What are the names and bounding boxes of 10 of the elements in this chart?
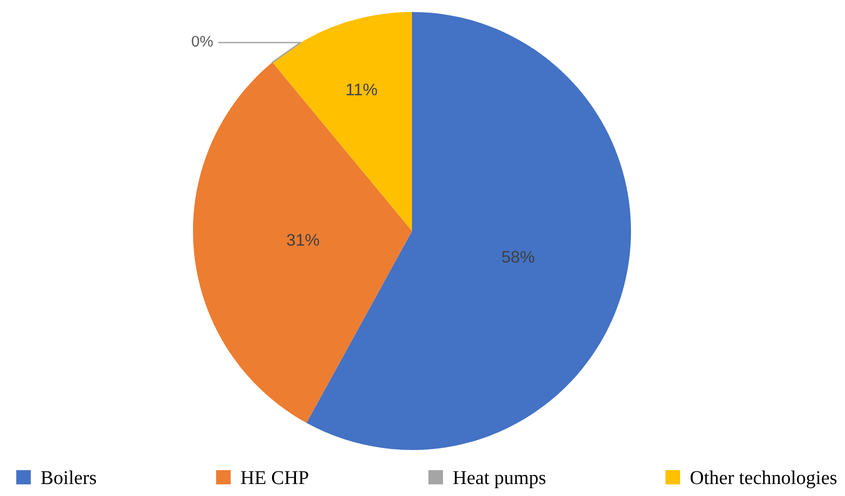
legend-label: Heat pumps [453,471,546,488]
data-label: 31% [286,234,320,246]
pie-slice [193,62,412,423]
data-label: 11% [346,84,378,96]
legend-label: Boilers [41,470,96,484]
text: 0% [192,36,213,47]
legend-label: HE CHP [240,471,308,484]
legend-label: Other technologies [690,470,837,488]
data-label: 58% [502,250,534,263]
pie-slice [272,12,412,231]
